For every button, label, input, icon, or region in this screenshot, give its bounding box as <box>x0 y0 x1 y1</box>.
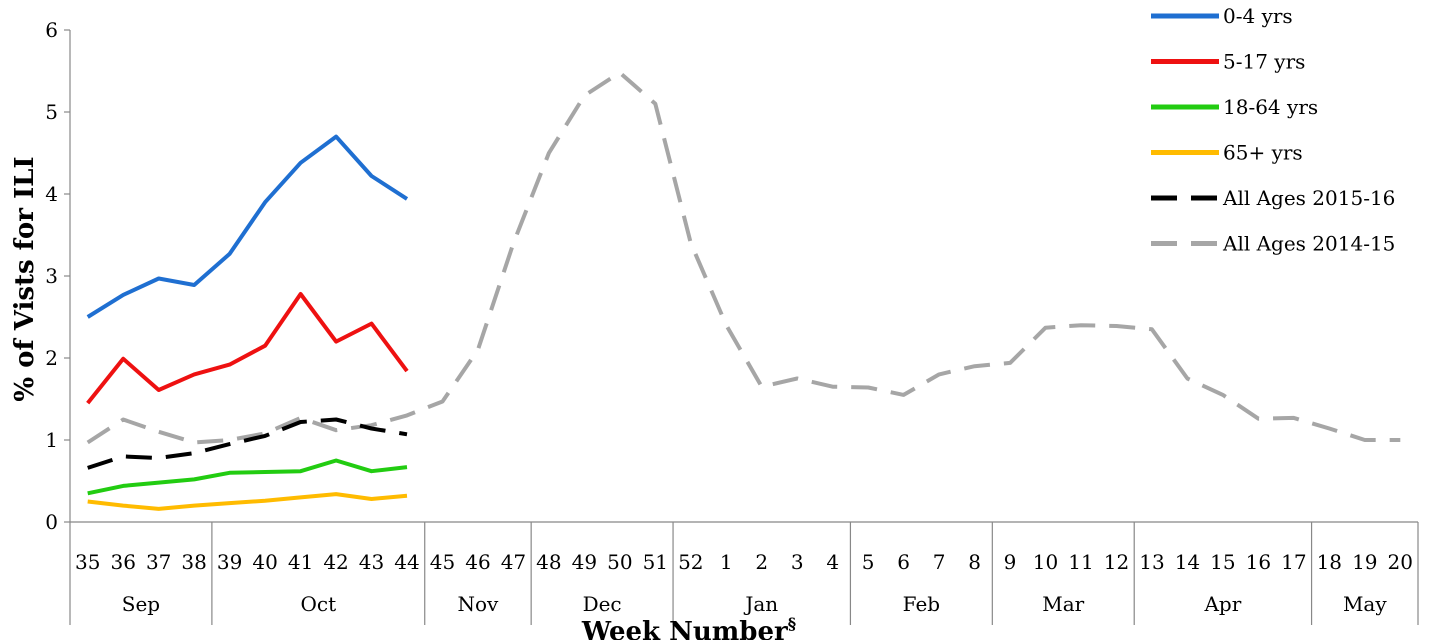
x-tick-label: 15 <box>1210 550 1235 574</box>
x-tick-label: 47 <box>501 550 526 574</box>
x-axis-title-footnote-mark: § <box>788 614 796 633</box>
x-tick-label: 42 <box>323 550 348 574</box>
y-axis-title: % of Vists for ILI <box>10 156 40 401</box>
month-label: Jan <box>743 592 778 616</box>
y-tick-label: 5 <box>45 100 58 124</box>
month-label: Feb <box>903 592 940 616</box>
x-tick-label: 37 <box>146 550 171 574</box>
x-tick-label: 50 <box>607 550 632 574</box>
x-tick-label: 38 <box>181 550 206 574</box>
legend-label: 0-4 yrs <box>1223 4 1293 28</box>
y-tick-label: 1 <box>45 428 58 452</box>
month-label: Apr <box>1203 592 1241 616</box>
series-line <box>87 417 408 470</box>
x-tick-label: 45 <box>430 550 455 574</box>
x-tick-label: 12 <box>1104 550 1129 574</box>
x-tick-label: 5 <box>862 550 875 574</box>
x-tick-label: 35 <box>75 550 100 574</box>
x-axis-title: Week Number§ <box>581 614 796 640</box>
x-tick-label: 7 <box>933 550 946 574</box>
x-tick-label: 11 <box>1068 550 1093 574</box>
x-tick-label: 39 <box>217 550 242 574</box>
x-tick-label: 9 <box>1004 550 1017 574</box>
x-tick-label: 19 <box>1352 550 1377 574</box>
y-tick-label: 4 <box>45 182 58 206</box>
month-label: Sep <box>122 592 160 616</box>
y-tick-label: 2 <box>45 346 58 370</box>
x-tick-label: 3 <box>791 550 804 574</box>
x-tick-label: 40 <box>252 550 277 574</box>
x-tick-label: 46 <box>465 550 490 574</box>
series-line <box>87 492 408 511</box>
x-tick-label: 14 <box>1175 550 1200 574</box>
legend-label: All Ages 2015-16 <box>1222 186 1395 210</box>
y-tick-label: 6 <box>45 18 58 42</box>
x-tick-label: 51 <box>643 550 668 574</box>
month-label: Nov <box>458 592 500 616</box>
month-label: Mar <box>1042 592 1084 616</box>
series-line <box>87 458 408 496</box>
legend-label: All Ages 2014-15 <box>1222 232 1395 256</box>
x-tick-label: 13 <box>1139 550 1164 574</box>
month-label: Oct <box>300 592 336 616</box>
y-tick-label: 3 <box>45 264 58 288</box>
x-tick-label: 10 <box>1033 550 1058 574</box>
series-line <box>86 292 409 405</box>
month-label: Dec <box>583 592 622 616</box>
x-tick-label: 1 <box>720 550 733 574</box>
x-tick-label: 20 <box>1388 550 1413 574</box>
plot-lines <box>86 70 1401 511</box>
x-tick-label: 6 <box>897 550 910 574</box>
x-axis: 35 36 37 38 39 40 41 42 43 44 45 46 47 48 49 50 51 52 1 2 3 4… <box>69 521 1419 625</box>
y-axis: 0 1 2 3 4 5 6 <box>45 18 71 534</box>
x-tick-label: 8 <box>968 550 981 574</box>
x-tick-label: 44 <box>394 550 419 574</box>
x-tick-label: 41 <box>288 550 313 574</box>
month-label: May <box>1343 592 1387 616</box>
x-tick-label: 36 <box>110 550 135 574</box>
legend: 0-4 yrs 5-17 yrs 18-64 yrs 65+ yrs All Ages … <box>1151 4 1395 256</box>
x-axis-title-text: Week Number <box>581 617 788 640</box>
series-line <box>86 70 1401 445</box>
x-tick-label: 49 <box>572 550 597 574</box>
legend-label: 18-64 yrs <box>1223 95 1318 119</box>
y-tick-label: 0 <box>45 510 58 534</box>
x-tick-label: 18 <box>1317 550 1342 574</box>
x-tick-label: 17 <box>1281 550 1306 574</box>
x-tick-label: 16 <box>1246 550 1271 574</box>
series-line <box>86 134 409 319</box>
legend-label: 5-17 yrs <box>1223 50 1305 74</box>
x-tick-label: 4 <box>826 550 839 574</box>
x-tick-label: 52 <box>678 550 703 574</box>
x-tick-label: 48 <box>536 550 561 574</box>
legend-label: 65+ yrs <box>1223 141 1303 165</box>
x-tick-label: 2 <box>755 550 768 574</box>
x-tick-label: 43 <box>359 550 384 574</box>
